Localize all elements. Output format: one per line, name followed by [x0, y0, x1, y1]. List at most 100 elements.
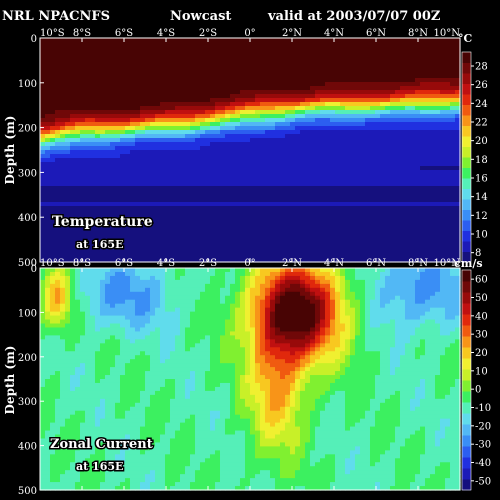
heatmap-cell: [300, 70, 306, 75]
heatmap-cell: [115, 58, 121, 63]
heatmap-cell: [360, 214, 366, 219]
heatmap-cell: [370, 114, 376, 119]
heatmap-cell: [425, 206, 431, 211]
heatmap-cell: [115, 154, 121, 159]
heatmap-cell: [450, 150, 456, 155]
heatmap-cell: [190, 234, 196, 239]
heatmap-cell: [50, 486, 56, 491]
heatmap-cell: [145, 82, 151, 87]
heatmap-cell: [315, 222, 321, 227]
heatmap-cell: [170, 86, 176, 91]
heatmap-cell: [235, 114, 241, 119]
heatmap-cell: [50, 118, 56, 123]
heatmap-cell: [325, 86, 331, 91]
heatmap-cell: [385, 198, 391, 203]
heatmap-cell: [285, 222, 291, 227]
heatmap-cell: [280, 198, 286, 203]
heatmap-cell: [260, 230, 266, 235]
heatmap-cell: [370, 110, 376, 115]
heatmap-cell: [220, 42, 226, 47]
heatmap-cell: [105, 98, 111, 103]
heatmap-cell: [210, 54, 216, 59]
heatmap-cell: [395, 238, 401, 243]
heatmap-cell: [85, 158, 91, 163]
heatmap-cell: [150, 90, 156, 95]
heatmap-cell: [345, 142, 351, 147]
heatmap-cell: [330, 214, 336, 219]
heatmap-cell: [190, 186, 196, 191]
heatmap-cell: [120, 162, 126, 167]
heatmap-cell: [290, 258, 296, 263]
heatmap-cell: [80, 70, 86, 75]
heatmap-cell: [50, 146, 56, 151]
heatmap-cell: [130, 98, 136, 103]
heatmap-cell: [300, 202, 306, 207]
heatmap-cell: [100, 98, 106, 103]
heatmap-cell: [265, 54, 271, 59]
heatmap-cell: [330, 94, 336, 99]
heatmap-cell: [445, 166, 451, 171]
heatmap-cell: [250, 70, 256, 75]
heatmap-cell: [105, 54, 111, 59]
heatmap-cell: [250, 250, 256, 255]
heatmap-cell: [375, 66, 381, 71]
heatmap-cell: [140, 142, 146, 147]
heatmap-cell: [145, 158, 151, 163]
heatmap-cell: [40, 78, 46, 83]
heatmap-cell: [125, 102, 131, 107]
heatmap-cell: [320, 118, 326, 123]
heatmap-cell: [425, 234, 431, 239]
heatmap-cell: [275, 226, 281, 231]
heatmap-cell: [95, 38, 101, 43]
heatmap-cell: [355, 78, 361, 83]
heatmap-cell: [265, 230, 271, 235]
figure-valid-time: valid at 2003/07/07 00Z: [267, 9, 441, 24]
heatmap-cell: [45, 218, 51, 223]
heatmap-cell: [210, 70, 216, 75]
heatmap-cell: [375, 62, 381, 67]
heatmap-cell: [50, 402, 56, 408]
heatmap-cell: [235, 170, 241, 175]
heatmap-cell: [455, 162, 461, 167]
temperature-panel: 10°S 8°S 6°S 4°S 2°S 0° 2°N 4°N 6°N 8°N 10°N 01002…: [3, 28, 488, 269]
heatmap-cell: [445, 202, 451, 207]
heatmap-cell: [340, 210, 346, 215]
heatmap-cell: [295, 114, 301, 119]
heatmap-cell: [60, 154, 66, 159]
heatmap-cell: [180, 146, 186, 151]
heatmap-cell: [305, 150, 311, 155]
heatmap-cell: [225, 118, 231, 123]
colorbar-swatch: [462, 52, 471, 63]
heatmap-cell: [290, 246, 296, 251]
colorbar-swatch: [462, 83, 471, 95]
heatmap-cell: [310, 38, 316, 43]
heatmap-cell: [320, 66, 326, 71]
heatmap-cell: [60, 102, 66, 107]
heatmap-cell: [380, 126, 386, 131]
heatmap-cell: [40, 291, 46, 297]
heatmap-cell: [75, 258, 81, 263]
heatmap-cell: [440, 70, 446, 75]
heatmap-cell: [430, 42, 436, 47]
heatmap-cell: [90, 50, 96, 55]
heatmap-cell: [260, 194, 266, 199]
heatmap-cell: [55, 250, 61, 255]
heatmap-cell: [200, 70, 206, 75]
heatmap-cell: [70, 246, 76, 251]
heatmap-cell: [365, 166, 371, 171]
heatmap-cell: [305, 78, 311, 83]
heatmap-cell: [195, 98, 201, 103]
heatmap-cell: [255, 230, 261, 235]
heatmap-cell: [355, 90, 361, 95]
heatmap-cell: [370, 218, 376, 223]
heatmap-cell: [370, 138, 376, 143]
heatmap-cell: [370, 50, 376, 55]
heatmap-cell: [120, 166, 126, 171]
heatmap-cell: [340, 150, 346, 155]
heatmap-cell: [370, 170, 376, 175]
heatmap-cell: [345, 50, 351, 55]
heatmap-cell: [375, 86, 381, 91]
heatmap-cell: [275, 134, 281, 139]
heatmap-cell: [395, 162, 401, 167]
heatmap-cell: [320, 130, 326, 135]
